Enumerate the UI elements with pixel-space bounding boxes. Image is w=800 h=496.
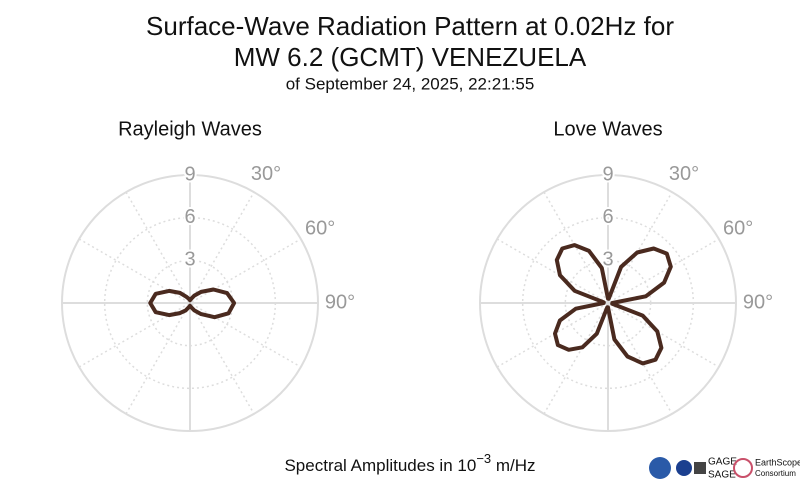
logo (676, 460, 692, 476)
r-tick-label: 9 (184, 163, 195, 185)
axis-label-unit: m/Hz (491, 456, 535, 475)
theta-tick-label: 90° (325, 291, 355, 313)
logo (649, 457, 671, 479)
grid-circle (103, 216, 277, 390)
title-line: MW 6.2 (GCMT) VENEZUELA (234, 42, 587, 72)
logo-text: EarthScope (755, 457, 800, 467)
title-line: Surface-Wave Radiation Pattern at 0.02Hz… (146, 11, 674, 41)
r-tick-label: 3 (184, 249, 195, 271)
theta-tick-label: 90° (743, 291, 773, 313)
logo (694, 462, 706, 474)
grid-circle (479, 174, 737, 432)
logo-text: GAGE (708, 457, 737, 468)
logo-text: Consortium (755, 469, 796, 478)
logo-text: SAGE (708, 470, 736, 481)
axis-label-text: Spectral Amplitudes in 10 (284, 456, 476, 475)
grid-circle (564, 259, 652, 347)
grid-circle (61, 174, 319, 432)
axis-label: Spectral Amplitudes in 10−3 m/Hz (284, 451, 535, 475)
r-tick-label: 3 (602, 249, 613, 271)
theta-tick-label: 30° (669, 163, 699, 185)
logo (733, 458, 753, 478)
subplot-title: Rayleigh Waves (118, 118, 262, 140)
radiation-pattern (148, 287, 237, 320)
radiation-pattern (553, 243, 673, 366)
theta-tick-label: 60° (305, 217, 335, 239)
grid-circle (521, 216, 695, 390)
r-tick-label: 6 (184, 206, 195, 228)
subplot-title: Love Waves (553, 118, 662, 140)
axis-label-exponent: −3 (476, 451, 491, 466)
theta-tick-label: 60° (723, 217, 753, 239)
logos: GAGE SAGE EarthScope Consortium (649, 457, 800, 481)
subtitle: of September 24, 2025, 22:21:55 (286, 74, 535, 93)
r-tick-label: 9 (602, 163, 613, 185)
r-tick-label: 6 (602, 206, 613, 228)
theta-tick-label: 30° (251, 163, 281, 185)
